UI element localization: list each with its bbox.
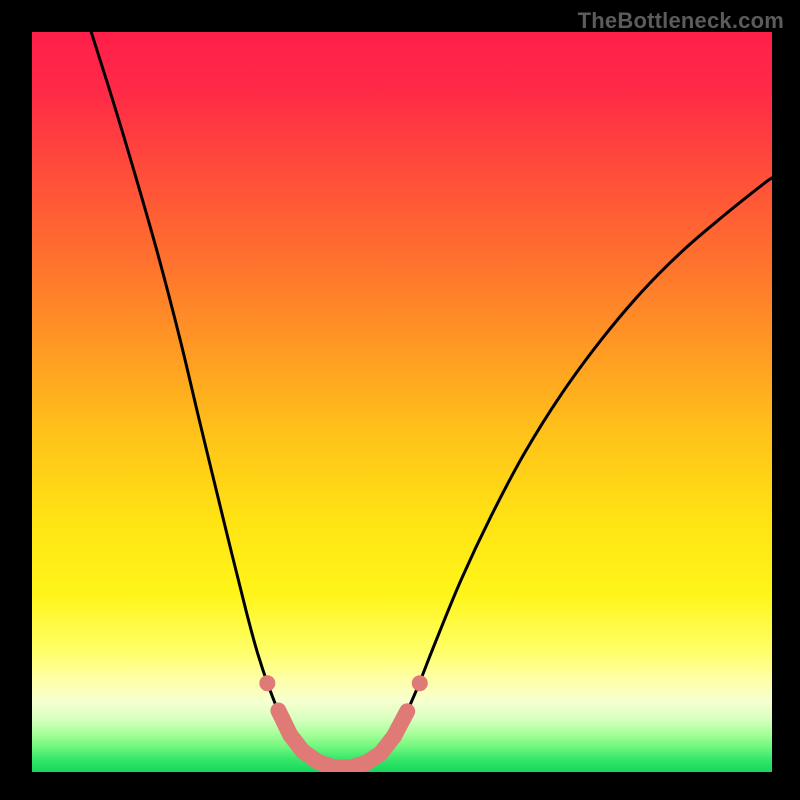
chart-plot-area xyxy=(32,32,772,772)
chart-stage: TheBottleneck.com xyxy=(0,0,800,800)
chart-svg xyxy=(32,32,772,772)
highlight-dot xyxy=(412,675,428,691)
watermark-text: TheBottleneck.com xyxy=(578,8,784,34)
highlight-dot xyxy=(259,675,275,691)
gradient-background xyxy=(32,32,772,772)
